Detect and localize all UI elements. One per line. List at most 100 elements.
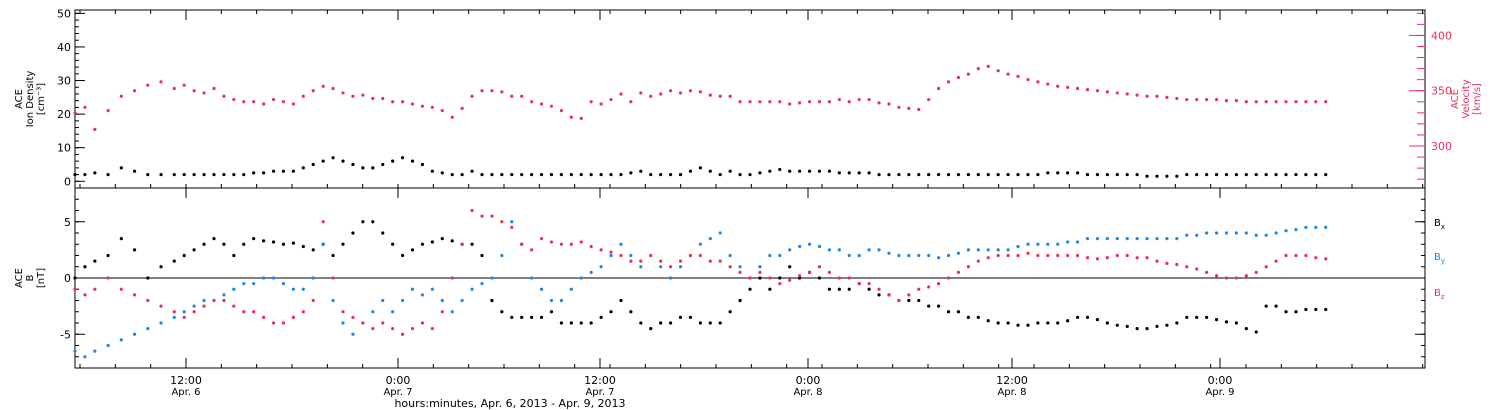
data-point bbox=[1294, 228, 1298, 232]
data-point bbox=[758, 265, 762, 269]
data-point bbox=[331, 276, 335, 280]
data-point bbox=[857, 282, 861, 286]
data-point bbox=[659, 172, 663, 177]
data-point bbox=[182, 83, 186, 87]
data-point bbox=[510, 220, 514, 224]
data-point bbox=[83, 355, 87, 359]
data-point bbox=[480, 89, 484, 93]
x-tick-date: Apr. 6 bbox=[171, 387, 200, 398]
data-point bbox=[1145, 174, 1149, 178]
data-point bbox=[718, 259, 722, 263]
data-point bbox=[966, 248, 970, 252]
data-point bbox=[450, 115, 454, 119]
data-point bbox=[146, 327, 150, 331]
data-point bbox=[520, 315, 524, 319]
data-point bbox=[1105, 256, 1109, 260]
data-point bbox=[371, 96, 375, 101]
legend-entry-bz: Bz bbox=[1434, 288, 1445, 301]
data-point bbox=[817, 244, 822, 249]
data-point bbox=[182, 253, 186, 258]
data-point bbox=[172, 315, 176, 319]
data-point bbox=[1125, 172, 1129, 177]
data-point bbox=[1214, 97, 1219, 102]
data-point bbox=[146, 83, 150, 87]
data-point bbox=[93, 259, 97, 263]
data-point bbox=[192, 172, 196, 177]
left-tick-label: 40 bbox=[57, 41, 71, 54]
data-point bbox=[1006, 321, 1010, 325]
data-point bbox=[1006, 72, 1010, 76]
data-point bbox=[202, 304, 206, 308]
data-point bbox=[440, 171, 444, 175]
data-point bbox=[400, 156, 405, 160]
data-point bbox=[768, 276, 772, 280]
data-point bbox=[857, 171, 861, 175]
data-point bbox=[371, 310, 375, 314]
data-point bbox=[1026, 323, 1030, 327]
data-point bbox=[430, 169, 434, 173]
data-point bbox=[1085, 88, 1090, 92]
data-point bbox=[639, 321, 643, 325]
data-point bbox=[659, 92, 663, 96]
data-point bbox=[271, 97, 276, 102]
data-point bbox=[1234, 172, 1238, 177]
data-point bbox=[510, 315, 514, 319]
data-point bbox=[1205, 97, 1209, 102]
data-point bbox=[1036, 80, 1040, 84]
data-point bbox=[1224, 99, 1229, 103]
data-point bbox=[1195, 172, 1199, 177]
data-point bbox=[1324, 225, 1328, 229]
data-point bbox=[758, 171, 762, 175]
data-point bbox=[589, 270, 593, 274]
data-point bbox=[341, 159, 345, 163]
data-point bbox=[1125, 324, 1129, 328]
data-point bbox=[460, 298, 464, 303]
data-point bbox=[271, 276, 276, 280]
left-tick-label: 30 bbox=[57, 75, 71, 88]
data-point bbox=[1324, 257, 1328, 261]
data-point bbox=[361, 321, 365, 325]
data-point bbox=[212, 298, 216, 303]
data-point bbox=[146, 172, 150, 177]
data-point bbox=[500, 90, 504, 94]
data-point bbox=[579, 276, 583, 280]
data-point bbox=[569, 242, 573, 246]
data-point bbox=[1294, 172, 1298, 177]
data-point bbox=[688, 169, 693, 173]
data-point bbox=[119, 287, 123, 291]
data-point bbox=[1105, 237, 1109, 241]
data-point bbox=[1304, 307, 1308, 312]
data-point bbox=[93, 127, 97, 132]
data-point bbox=[1314, 225, 1318, 229]
data-point bbox=[1036, 172, 1040, 177]
data-point bbox=[589, 172, 593, 177]
data-point bbox=[837, 248, 841, 252]
data-point bbox=[1274, 231, 1278, 235]
data-point bbox=[351, 162, 355, 167]
by-series bbox=[73, 220, 1328, 359]
data-point bbox=[1175, 96, 1179, 101]
data-point bbox=[1214, 231, 1219, 235]
data-point bbox=[609, 250, 613, 254]
data-point bbox=[391, 327, 395, 331]
data-point bbox=[281, 321, 286, 325]
data-point bbox=[807, 270, 812, 274]
data-point bbox=[966, 315, 970, 319]
data-point bbox=[986, 172, 990, 177]
data-point bbox=[262, 315, 266, 319]
data-point bbox=[738, 265, 742, 269]
data-point bbox=[827, 270, 832, 274]
data-point bbox=[420, 293, 425, 297]
data-point bbox=[847, 276, 851, 280]
data-point bbox=[579, 172, 583, 177]
data-point bbox=[1125, 92, 1129, 96]
data-point bbox=[579, 116, 583, 120]
data-point bbox=[1284, 100, 1288, 104]
data-point bbox=[1324, 100, 1328, 104]
x-tick-date: Apr. 7 bbox=[585, 387, 614, 398]
data-point bbox=[1165, 261, 1169, 265]
legend-entry-bx: Bx bbox=[1434, 218, 1445, 231]
data-point bbox=[1284, 172, 1288, 177]
data-point bbox=[956, 310, 961, 314]
